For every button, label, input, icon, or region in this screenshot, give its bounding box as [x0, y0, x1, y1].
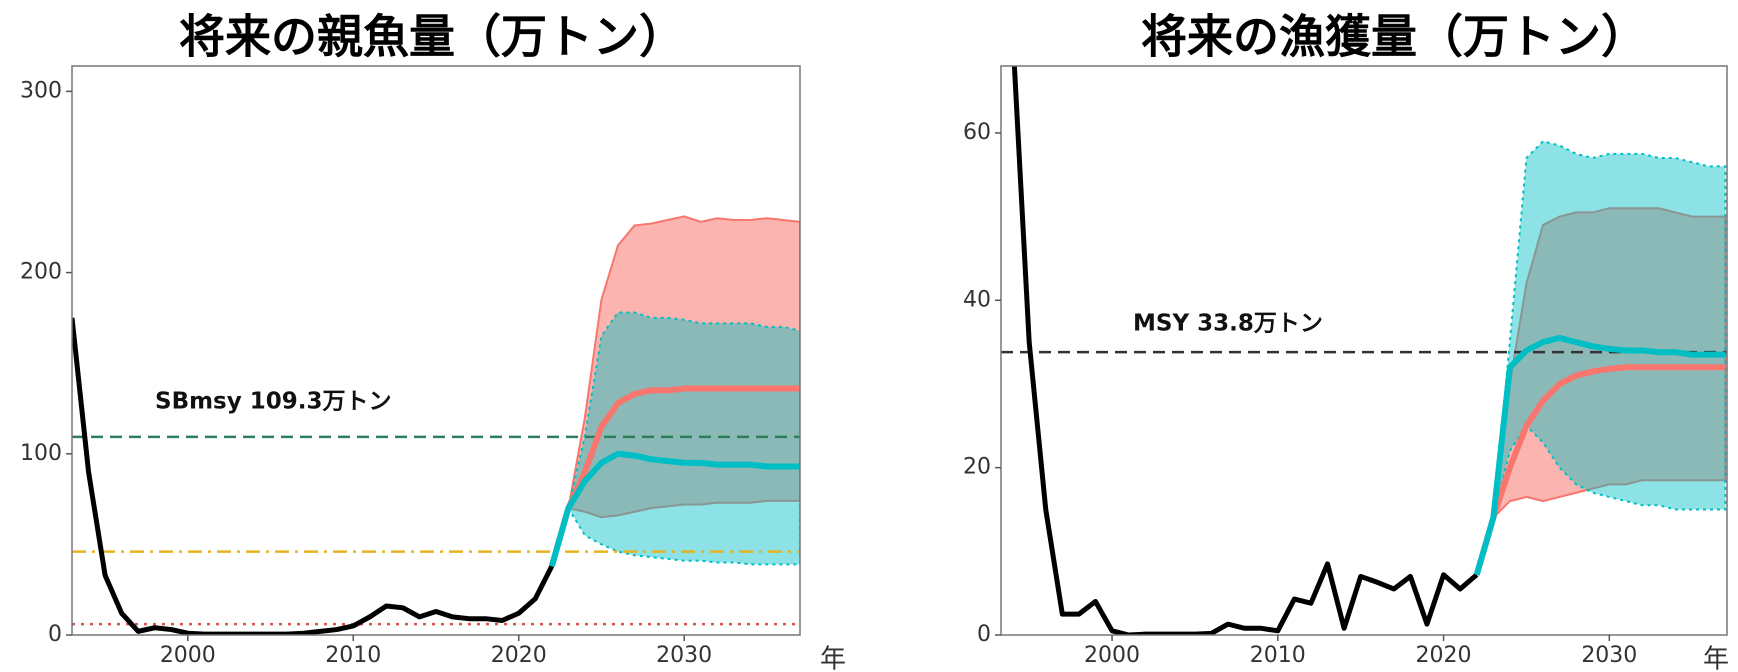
- median-line: [548, 450, 800, 567]
- plot-area: [1001, 66, 1727, 635]
- chart-title: 将来の親魚量（万トン）: [179, 10, 685, 64]
- y-tick-label: 100: [20, 441, 62, 466]
- plot-frame: [1000, 65, 1728, 636]
- x-tick-label: 2030: [656, 643, 712, 668]
- history-line: [72, 317, 555, 635]
- x-tick-label: 2000: [1084, 643, 1140, 668]
- history-line: [1011, 66, 1479, 635]
- x-tick-label: 2030: [1581, 643, 1637, 668]
- chart-title: 将来の漁獲量（万トン）: [1141, 10, 1647, 64]
- y-tick-label: 300: [20, 78, 62, 103]
- x-tick-label: 2010: [325, 643, 381, 668]
- plot-frame: [71, 65, 801, 636]
- x-tick-label: 2010: [1250, 643, 1306, 668]
- y-tick-label: 60: [963, 120, 991, 145]
- median-line: [1473, 364, 1726, 576]
- x-tick-label: 2000: [160, 643, 216, 668]
- band: [550, 311, 800, 567]
- y-tick-label: 200: [20, 260, 62, 285]
- x-tick-label: 2020: [1416, 643, 1472, 668]
- plot-area: [72, 215, 800, 635]
- y-tick-label: 40: [963, 287, 991, 312]
- y-tick-label: 0: [977, 622, 991, 647]
- x-axis-label: 年: [820, 645, 846, 672]
- y-tick-label: 0: [48, 622, 62, 647]
- reference-label: SBmsy 109.3万トン: [155, 389, 392, 415]
- band: [1475, 140, 1727, 576]
- median-line: [1473, 334, 1726, 576]
- median-line: [548, 385, 800, 567]
- x-tick-label: 2020: [491, 643, 547, 668]
- reference-label: MSY 33.8万トン: [1133, 311, 1323, 337]
- y-tick-label: 20: [963, 455, 991, 480]
- x-axis-label: 年: [1703, 645, 1729, 672]
